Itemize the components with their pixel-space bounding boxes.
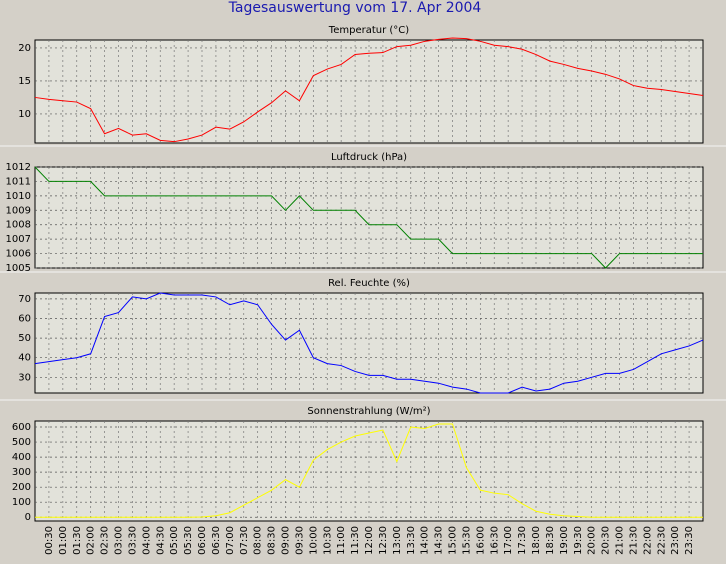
x-tick-label: 10:30 bbox=[322, 526, 333, 555]
x-tick-label: 21:30 bbox=[628, 526, 639, 555]
x-tick-label: 13:00 bbox=[392, 526, 403, 555]
x-tick-label: 22:30 bbox=[656, 526, 667, 555]
x-tick-label: 01:00 bbox=[58, 526, 69, 555]
x-tick-label: 16:00 bbox=[475, 526, 486, 555]
x-tick-label: 17:30 bbox=[517, 526, 528, 555]
y-tick-label: 600 bbox=[12, 422, 31, 433]
x-tick-label: 06:30 bbox=[211, 526, 222, 555]
x-tick-label: 03:00 bbox=[114, 526, 125, 555]
chart-title: Tagesauswertung vom 17. Apr 2004 bbox=[228, 0, 482, 16]
x-tick-label: 23:00 bbox=[670, 526, 681, 555]
data-line bbox=[35, 423, 703, 518]
x-tick-label: 18:30 bbox=[545, 526, 556, 555]
y-tick-label: 300 bbox=[12, 467, 31, 478]
x-tick-label: 07:30 bbox=[239, 526, 250, 555]
panel-title: Temperatur (°C) bbox=[328, 25, 409, 36]
y-tick-label: 15 bbox=[18, 76, 31, 87]
y-tick-label: 30 bbox=[18, 372, 31, 383]
x-tick-label: 19:00 bbox=[559, 526, 570, 555]
y-tick-label: 200 bbox=[12, 482, 31, 493]
x-tick-label: 20:30 bbox=[601, 526, 612, 555]
y-tick-label: 1012 bbox=[6, 162, 31, 173]
x-tick-label: 00:30 bbox=[44, 526, 55, 555]
x-tick-label: 13:30 bbox=[406, 526, 417, 555]
data-line bbox=[34, 292, 704, 394]
y-tick-label: 400 bbox=[12, 452, 31, 463]
x-tick-label: 03:30 bbox=[127, 526, 138, 555]
panel-title: Rel. Feuchte (%) bbox=[328, 278, 410, 289]
y-tick-label: 500 bbox=[12, 437, 31, 448]
x-tick-label: 02:00 bbox=[86, 526, 97, 555]
y-tick-label: 1011 bbox=[6, 176, 31, 187]
x-tick-label: 09:30 bbox=[294, 526, 305, 555]
y-tick-label: 70 bbox=[18, 294, 31, 305]
x-tick-label: 23:30 bbox=[684, 526, 695, 555]
y-tick-label: 1009 bbox=[6, 205, 31, 216]
x-tick-label: 16:30 bbox=[489, 526, 500, 555]
x-tick-label: 14:00 bbox=[420, 526, 431, 555]
x-tick-label: 08:00 bbox=[253, 526, 264, 555]
y-tick-label: 60 bbox=[18, 313, 31, 324]
x-tick-label: 01:30 bbox=[72, 526, 83, 555]
panel-title: Sonnenstrahlung (W/m²) bbox=[307, 406, 430, 417]
x-tick-label: 12:00 bbox=[364, 526, 375, 555]
y-tick-label: 1008 bbox=[6, 220, 31, 231]
x-tick-label: 06:00 bbox=[197, 526, 208, 555]
x-tick-label: 04:00 bbox=[141, 526, 152, 555]
y-tick-label: 20 bbox=[18, 43, 31, 54]
x-tick-label: 08:30 bbox=[267, 526, 278, 555]
x-tick-label: 04:30 bbox=[155, 526, 166, 555]
x-tick-label: 02:30 bbox=[100, 526, 111, 555]
y-tick-label: 1005 bbox=[6, 263, 31, 274]
x-tick-label: 21:00 bbox=[615, 526, 626, 555]
x-tick-label: 05:30 bbox=[183, 526, 194, 555]
panel-title: Luftdruck (hPa) bbox=[331, 152, 407, 163]
y-tick-label: 1010 bbox=[6, 191, 31, 202]
data-line bbox=[34, 166, 703, 269]
x-tick-label: 07:00 bbox=[225, 526, 236, 555]
y-tick-label: 1006 bbox=[6, 249, 31, 260]
x-tick-label: 11:00 bbox=[336, 526, 347, 555]
x-tick-label: 22:00 bbox=[642, 526, 653, 555]
x-tick-label: 14:30 bbox=[434, 526, 445, 555]
x-tick-label: 09:00 bbox=[281, 526, 292, 555]
x-tick-label: 18:00 bbox=[531, 526, 542, 555]
x-tick-label: 15:30 bbox=[461, 526, 472, 555]
y-tick-label: 1007 bbox=[6, 234, 31, 245]
x-tick-label: 19:30 bbox=[573, 526, 584, 555]
x-tick-label: 10:00 bbox=[308, 526, 319, 555]
y-tick-label: 0 bbox=[25, 512, 31, 523]
x-tick-label: 05:00 bbox=[169, 526, 180, 555]
x-tick-label: 17:00 bbox=[503, 526, 514, 555]
y-tick-label: 10 bbox=[18, 109, 31, 120]
x-tick-label: 11:30 bbox=[350, 526, 361, 555]
x-tick-label: 12:30 bbox=[378, 526, 389, 555]
y-tick-label: 50 bbox=[18, 333, 31, 344]
data-line bbox=[34, 37, 704, 143]
y-tick-label: 100 bbox=[12, 497, 31, 508]
x-tick-label: 15:00 bbox=[448, 526, 459, 555]
x-tick-label: 20:00 bbox=[587, 526, 598, 555]
y-tick-label: 40 bbox=[18, 353, 31, 364]
